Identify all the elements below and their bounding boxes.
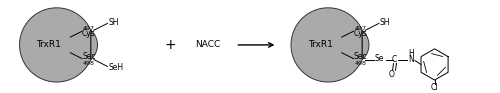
Text: 497: 497	[83, 26, 95, 31]
Text: N: N	[408, 55, 414, 64]
Text: TrxR1: TrxR1	[36, 40, 62, 49]
Text: TrxR1: TrxR1	[308, 40, 332, 49]
Text: Cys: Cys	[354, 29, 368, 38]
Text: SH: SH	[108, 18, 119, 27]
Text: Cys: Cys	[82, 29, 96, 38]
Text: 498: 498	[354, 61, 366, 66]
Text: Se: Se	[375, 54, 384, 63]
Text: SeH: SeH	[108, 63, 124, 72]
Text: H: H	[408, 49, 414, 58]
Polygon shape	[20, 8, 98, 82]
Text: Cl: Cl	[431, 83, 438, 92]
Text: C: C	[392, 55, 397, 64]
Text: Sec: Sec	[82, 52, 96, 61]
Text: +: +	[164, 38, 175, 52]
Text: SH: SH	[380, 18, 390, 27]
Text: O: O	[388, 70, 394, 79]
Text: Sec: Sec	[354, 52, 367, 61]
Polygon shape	[291, 8, 369, 82]
Text: NACC: NACC	[196, 40, 220, 49]
Text: 498: 498	[83, 61, 95, 66]
Text: 497: 497	[354, 26, 366, 31]
